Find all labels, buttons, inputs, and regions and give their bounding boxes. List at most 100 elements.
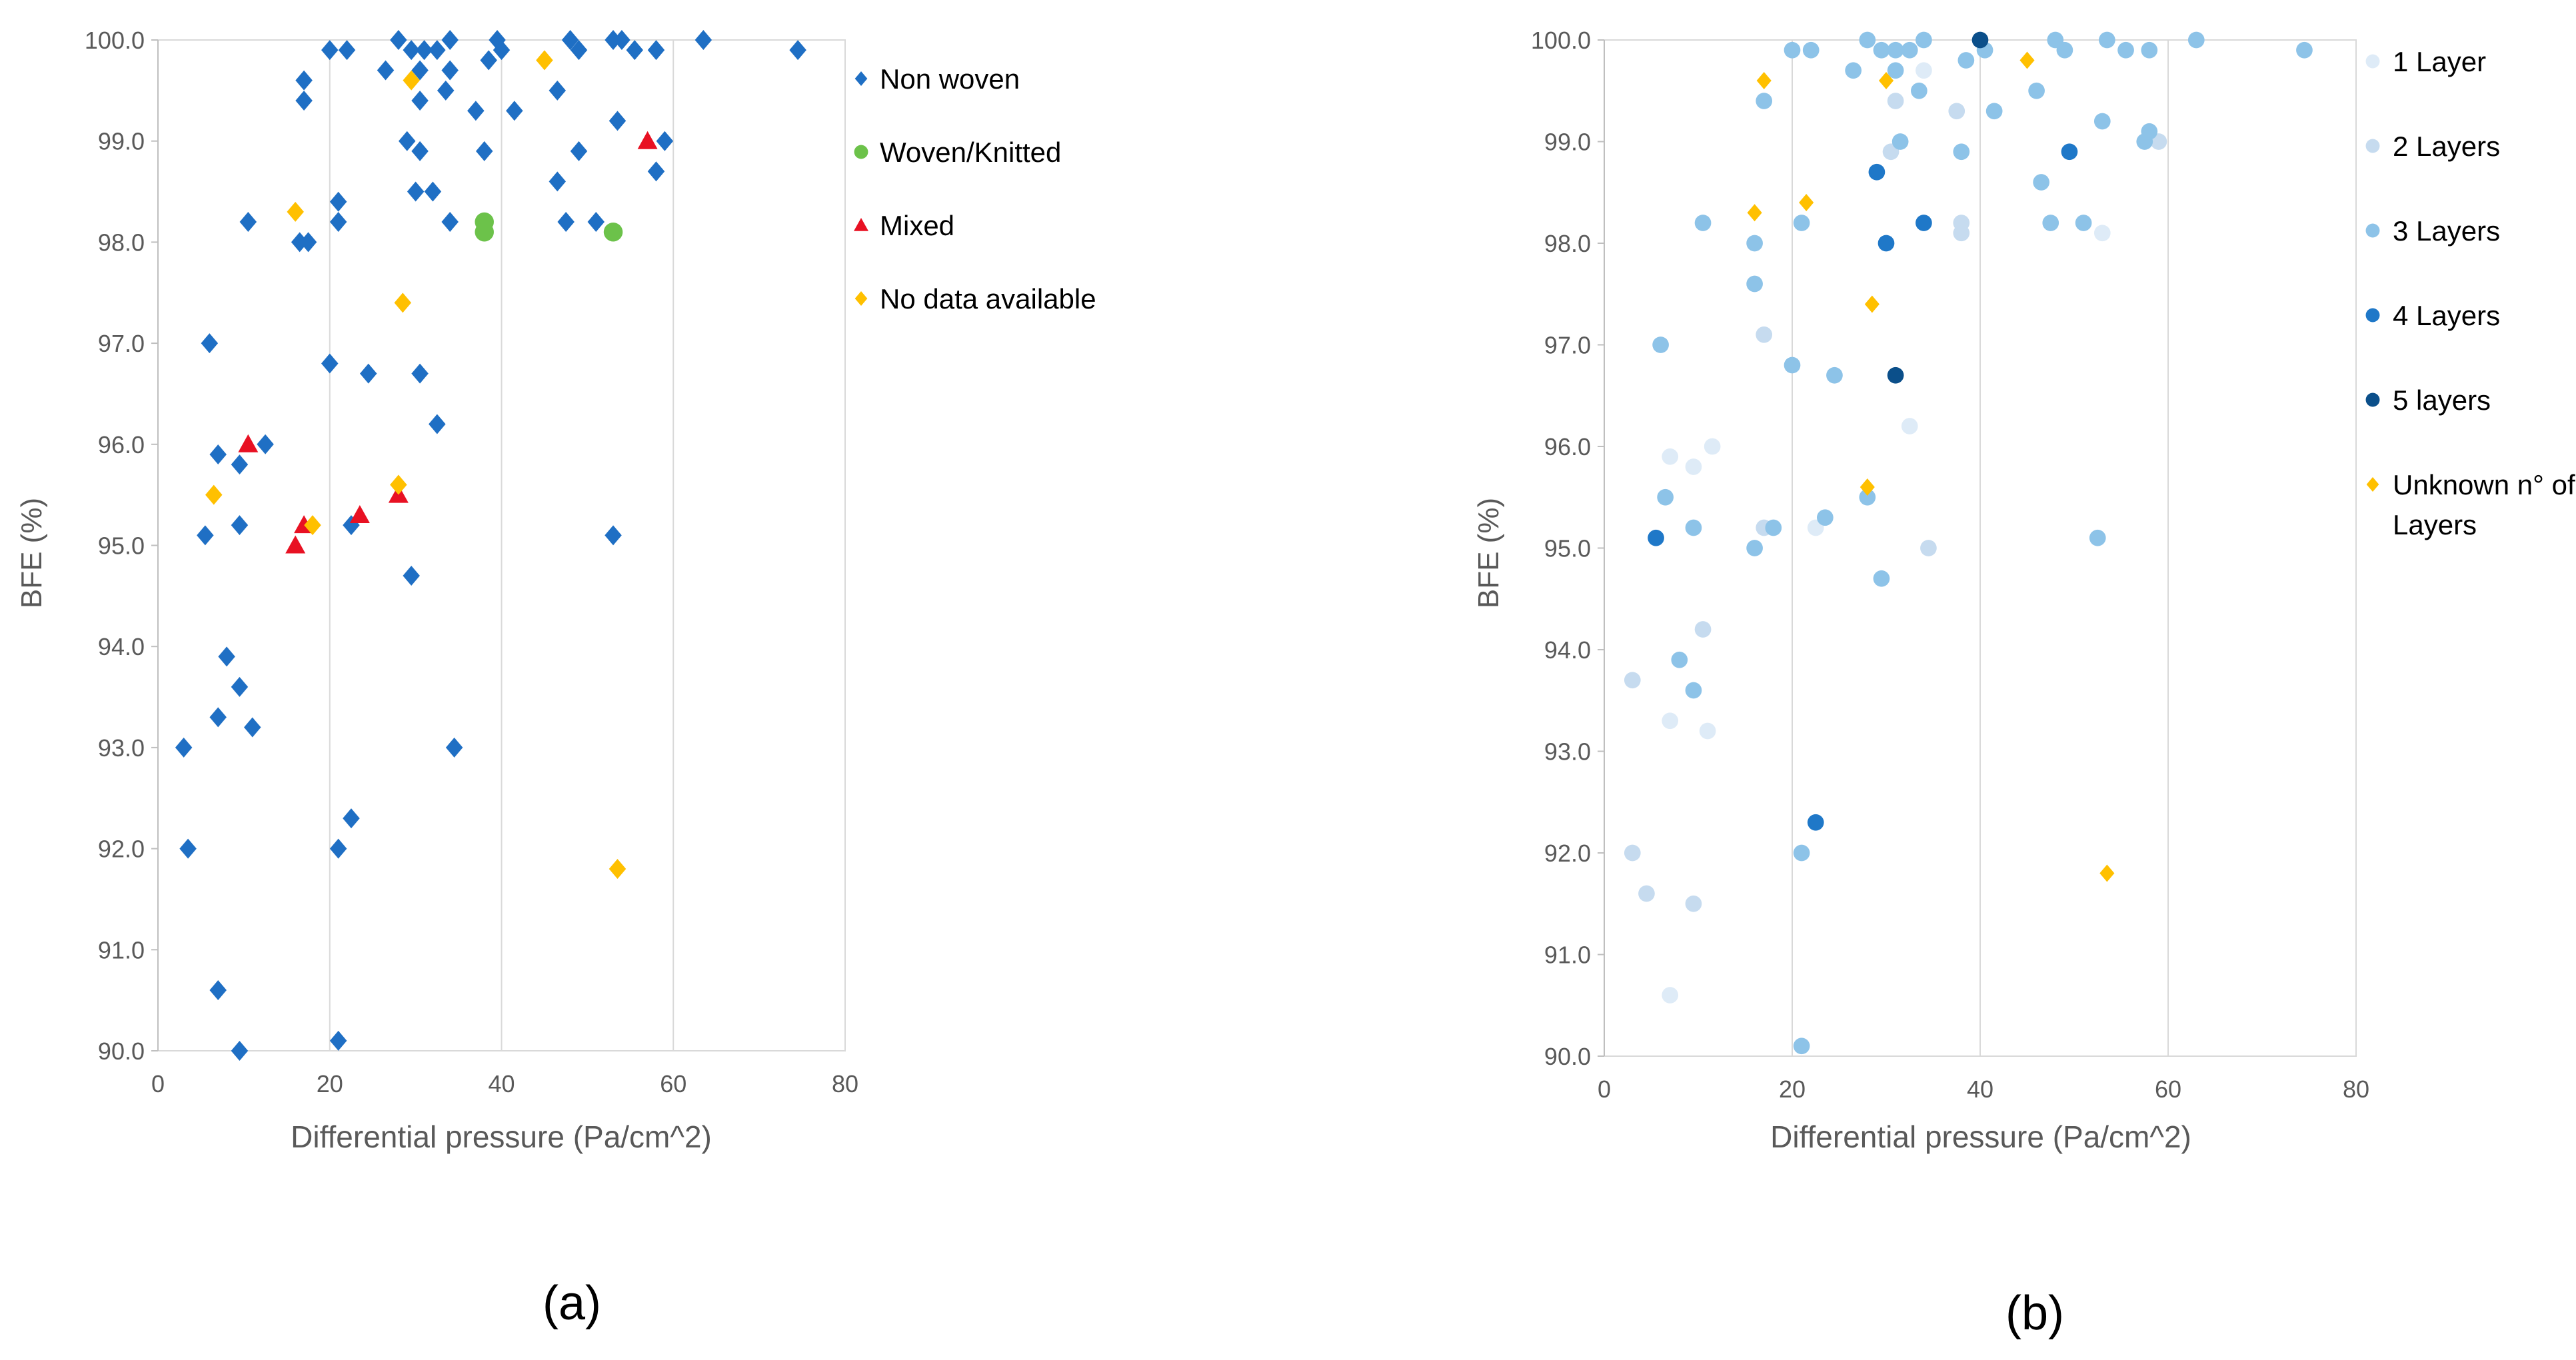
data-point bbox=[603, 222, 623, 242]
y-tick-label: 99.0 bbox=[98, 128, 145, 155]
data-points bbox=[1624, 31, 2313, 1055]
y-tick-label: 99.0 bbox=[1544, 129, 1591, 156]
data-point bbox=[536, 50, 553, 71]
data-point bbox=[1685, 458, 1702, 475]
data-point bbox=[295, 70, 313, 91]
data-point bbox=[299, 232, 317, 253]
data-point bbox=[647, 161, 665, 182]
data-point bbox=[1864, 295, 1880, 313]
data-point bbox=[1662, 712, 1679, 730]
data-point bbox=[1985, 103, 2003, 120]
data-point bbox=[1807, 814, 1824, 831]
data-point bbox=[1648, 529, 1664, 546]
panel-label: (b) bbox=[2005, 1287, 2064, 1340]
data-point bbox=[359, 363, 377, 384]
legend-label: 5 layers bbox=[2393, 384, 2491, 416]
data-point bbox=[605, 30, 622, 50]
legend: Non woven Woven/Knitted Mixed No data avail… bbox=[854, 63, 1096, 315]
data-point bbox=[287, 201, 304, 222]
data-point bbox=[1860, 478, 1875, 496]
data-point bbox=[2141, 41, 2158, 59]
data-point bbox=[506, 101, 523, 121]
y-tick-label: 96.0 bbox=[1544, 433, 1591, 460]
data-point bbox=[637, 131, 658, 149]
data-point bbox=[175, 737, 193, 758]
data-point bbox=[231, 515, 249, 536]
data-point bbox=[1638, 885, 1655, 902]
data-point bbox=[1887, 93, 1904, 109]
data-point bbox=[403, 566, 420, 586]
data-point bbox=[244, 717, 261, 738]
data-point bbox=[321, 40, 339, 61]
y-tick-label: 96.0 bbox=[98, 431, 145, 458]
data-point bbox=[403, 40, 420, 61]
y-tick-label: 94.0 bbox=[98, 633, 145, 660]
data-point bbox=[570, 141, 588, 161]
data-point bbox=[321, 353, 339, 374]
data-point bbox=[1694, 215, 1712, 231]
y-tick-label: 93.0 bbox=[98, 734, 145, 762]
legend-marker bbox=[2365, 139, 2380, 153]
data-point bbox=[1793, 215, 1810, 231]
data-point bbox=[2028, 82, 2045, 99]
data-point bbox=[1859, 31, 1876, 49]
data-point bbox=[1948, 103, 1965, 120]
data-point bbox=[1887, 366, 1904, 384]
data-point bbox=[1873, 41, 1890, 59]
data-point bbox=[1662, 448, 1679, 465]
data-point bbox=[1685, 682, 1702, 699]
data-point bbox=[295, 91, 313, 111]
legend-label: Non woven bbox=[880, 63, 1020, 95]
data-point bbox=[1859, 488, 1876, 506]
data-point bbox=[424, 181, 442, 202]
y-tick-label: 94.0 bbox=[1544, 636, 1591, 664]
data-point bbox=[209, 444, 227, 464]
data-point bbox=[415, 40, 433, 61]
data-point bbox=[1747, 204, 1762, 222]
data-point bbox=[493, 40, 511, 61]
data-point bbox=[2187, 31, 2205, 49]
data-point bbox=[238, 434, 259, 452]
x-tick-label: 60 bbox=[2155, 1075, 2181, 1103]
data-point bbox=[398, 131, 416, 151]
legend-marker bbox=[2365, 54, 2380, 69]
data-point bbox=[1953, 143, 1970, 161]
data-point bbox=[285, 535, 306, 554]
data-point bbox=[1671, 651, 1688, 668]
data-point bbox=[549, 80, 567, 101]
gridlines bbox=[1604, 40, 2357, 1056]
x-tick-label: 60 bbox=[660, 1070, 686, 1097]
x-tick-label: 80 bbox=[832, 1070, 858, 1097]
y-tick-label: 90.0 bbox=[98, 1037, 145, 1065]
data-point bbox=[1802, 41, 1820, 59]
data-point bbox=[329, 191, 347, 212]
legend-label: 2 Layers bbox=[2393, 131, 2500, 162]
data-point bbox=[403, 70, 420, 91]
data-point bbox=[441, 212, 459, 233]
data-point bbox=[179, 838, 197, 859]
data-point bbox=[1957, 52, 1975, 69]
data-point bbox=[209, 707, 227, 728]
legend-marker bbox=[2366, 477, 2379, 492]
data-point bbox=[429, 40, 446, 61]
data-point bbox=[329, 212, 347, 233]
data-point bbox=[329, 838, 347, 859]
data-point bbox=[2093, 225, 2111, 242]
data-point bbox=[557, 212, 575, 233]
data-point bbox=[1746, 540, 1763, 556]
data-point bbox=[1901, 41, 1918, 59]
legend-label: No data available bbox=[880, 283, 1096, 315]
data-point bbox=[570, 40, 588, 61]
data-point bbox=[394, 293, 412, 313]
data-point bbox=[1868, 163, 1886, 181]
data-point bbox=[1746, 275, 1763, 293]
data-point bbox=[441, 30, 459, 50]
data-point bbox=[480, 50, 497, 71]
y-tick-label: 98.0 bbox=[98, 229, 145, 256]
data-point bbox=[647, 40, 665, 61]
data-point bbox=[2056, 41, 2073, 59]
data-point bbox=[1652, 337, 1669, 353]
data-point bbox=[1817, 509, 1834, 526]
data-point bbox=[1784, 41, 1801, 59]
data-point bbox=[626, 40, 644, 61]
